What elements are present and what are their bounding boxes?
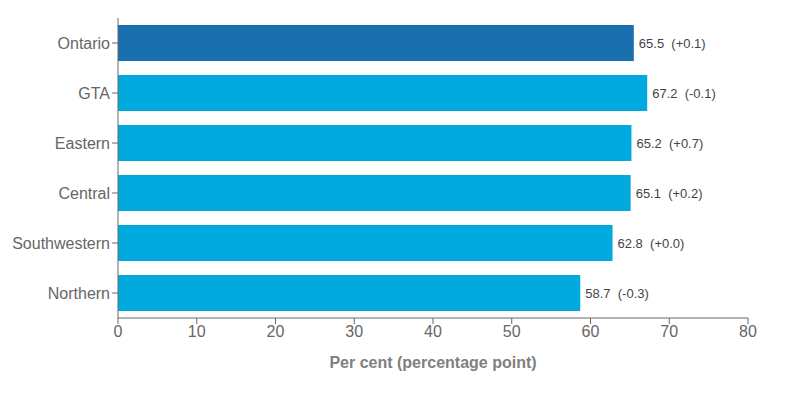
svg-text:0: 0 xyxy=(114,323,123,340)
svg-text:50: 50 xyxy=(503,323,521,340)
svg-text:Ontario: Ontario xyxy=(58,35,111,52)
svg-text:GTA: GTA xyxy=(78,85,110,102)
svg-text:Northern: Northern xyxy=(48,285,110,302)
svg-text:67.2 (-0.1): 67.2 (-0.1) xyxy=(652,86,716,101)
svg-text:Eastern: Eastern xyxy=(55,135,110,152)
svg-text:65.2 (+0.7): 65.2 (+0.7) xyxy=(636,136,703,151)
svg-text:30: 30 xyxy=(345,323,363,340)
svg-text:Southwestern: Southwestern xyxy=(12,235,110,252)
svg-text:80: 80 xyxy=(739,323,757,340)
svg-text:60: 60 xyxy=(582,323,600,340)
svg-text:65.1 (+0.2): 65.1 (+0.2) xyxy=(636,186,703,201)
svg-text:40: 40 xyxy=(424,323,442,340)
svg-text:58.7 (-0.3): 58.7 (-0.3) xyxy=(585,286,649,301)
svg-text:Per cent (percentage point): Per cent (percentage point) xyxy=(329,354,536,371)
svg-text:65.5 (+0.1): 65.5 (+0.1) xyxy=(639,36,706,51)
svg-text:70: 70 xyxy=(660,323,678,340)
svg-text:10: 10 xyxy=(188,323,206,340)
svg-text:62.8 (+0.0): 62.8 (+0.0) xyxy=(618,236,685,251)
svg-text:Central: Central xyxy=(58,185,110,202)
svg-text:20: 20 xyxy=(267,323,285,340)
